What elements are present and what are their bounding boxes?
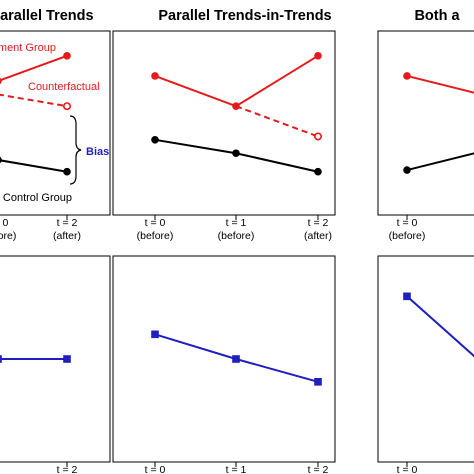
series-line: [0, 54, 68, 82]
data-point: [63, 167, 71, 176]
treatment-group-label: Treatment Group: [0, 42, 56, 54]
x-tick-label: t = 1: [226, 217, 247, 229]
series-line: [154, 54, 319, 108]
data-point: [151, 72, 159, 80]
panel-2: [112, 30, 336, 220]
data-point: [314, 167, 322, 176]
panel-3: [377, 30, 474, 220]
panel-5: [112, 255, 336, 467]
series-group: [151, 330, 322, 386]
series-group: [0, 355, 71, 363]
x-tick-sublabel: (before): [389, 230, 426, 242]
panel-6: [377, 255, 474, 467]
panel-1: [0, 30, 111, 220]
hollow-point: [313, 132, 322, 141]
bias-brace: [69, 115, 82, 185]
data-point: [232, 149, 240, 158]
x-tick-label: t = 2: [57, 217, 78, 229]
x-tick-sublabel: (after): [304, 230, 332, 242]
series-line: [406, 74, 474, 94]
x-tick-label: t = 1: [226, 464, 247, 474]
series-line: [406, 295, 474, 358]
data-point: [314, 52, 322, 60]
square-point: [63, 355, 71, 363]
x-tick-sublabel: (after): [53, 230, 81, 242]
x-tick-sublabel: (before): [137, 230, 174, 242]
data-point: [0, 77, 2, 85]
data-point: [0, 156, 2, 164]
x-tick-sublabel: (before): [218, 230, 255, 242]
series-group: [403, 292, 474, 358]
data-point: [403, 166, 411, 174]
x-tick-sublabel: (before): [0, 230, 16, 242]
square-point: [314, 378, 322, 386]
hollow-point: [62, 102, 71, 111]
panel-title: Both a: [414, 8, 460, 24]
square-point: [151, 330, 159, 339]
counterfactual-label: Counterfactual: [28, 81, 100, 93]
square-point: [232, 355, 240, 363]
square-point: [0, 355, 2, 363]
series-line: [0, 159, 68, 173]
x-tick-label: t = 0: [145, 217, 166, 229]
bias-label: Bias: [86, 146, 109, 158]
panel-frame: [0, 255, 111, 463]
series-group: [403, 72, 474, 174]
data-point: [151, 136, 159, 144]
x-tick-label: t = 2: [308, 217, 329, 229]
panel-4: [0, 255, 111, 467]
data-point: [403, 72, 411, 80]
x-tick-label: t = 0: [397, 217, 418, 229]
series-line: [406, 152, 474, 172]
x-tick-label: t = 0: [397, 464, 418, 474]
panel-title: Parallel Trends-in-Trends: [158, 8, 331, 24]
data-point: [63, 52, 71, 60]
panel-frame: [377, 30, 474, 216]
x-tick-label: t = 0: [145, 464, 166, 474]
series-line: [0, 93, 68, 108]
square-point: [403, 292, 411, 301]
x-tick-label: t = 0: [0, 217, 9, 229]
panel-frame: [112, 255, 336, 463]
panel-frame: [0, 30, 111, 216]
panel-frame: [112, 30, 336, 216]
series-group: [151, 52, 322, 176]
panel-frame: [377, 255, 474, 463]
series-group: [0, 52, 71, 176]
panel-title: Parallel Trends: [0, 8, 94, 24]
series-line: [235, 105, 319, 138]
x-tick-label: t = 2: [57, 464, 78, 474]
control-group-label: Control Group: [3, 192, 72, 204]
x-tick-label: t = 2: [308, 464, 329, 474]
